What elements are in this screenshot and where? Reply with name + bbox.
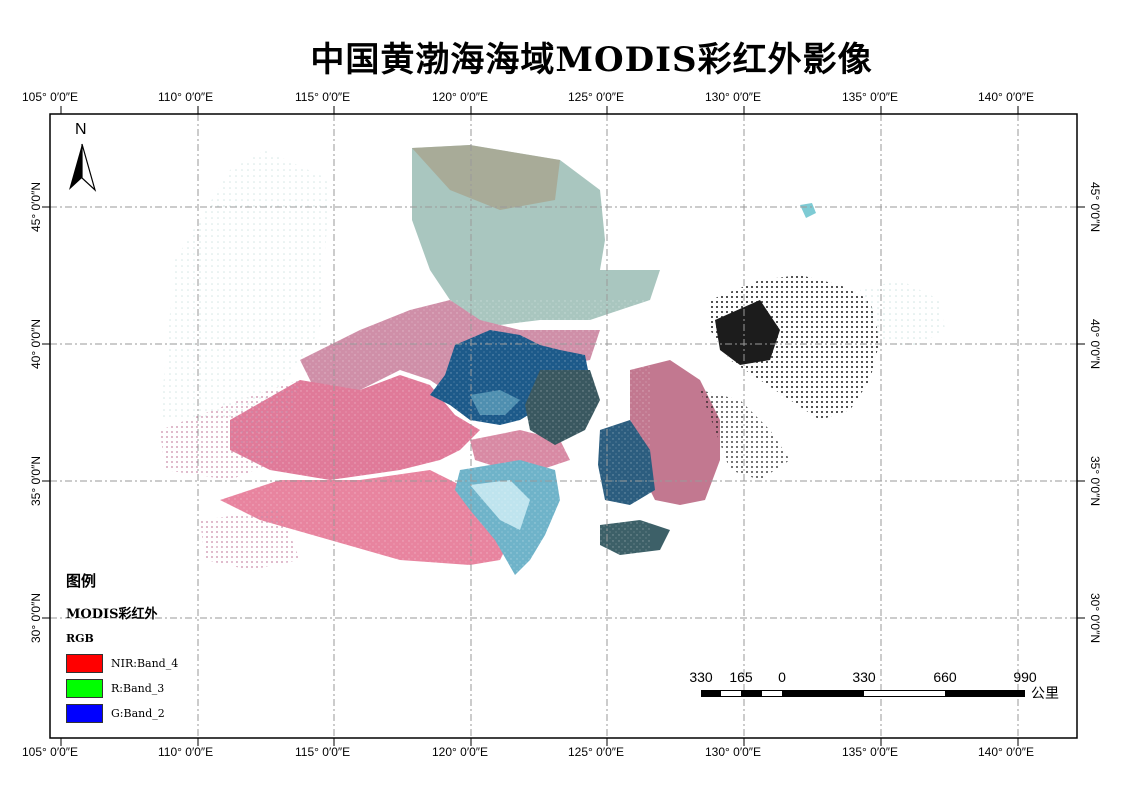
legend-item-label: R:Band_3 bbox=[111, 682, 165, 695]
land-north-gray-2 bbox=[412, 145, 560, 210]
lon-label-bottom: 125° 0′0″E bbox=[568, 745, 625, 759]
legend-layer-name: MODIS彩红外 bbox=[66, 607, 158, 622]
lon-label-top: 115° 0′0″E bbox=[295, 90, 351, 104]
legend-title: 图例 bbox=[66, 572, 97, 590]
lon-label-bottom: 135° 0′0″E bbox=[842, 745, 899, 759]
scale-label: 330 bbox=[852, 669, 876, 685]
legend-swatch-green bbox=[66, 679, 103, 698]
lon-label-bottom: 115° 0′0″E bbox=[295, 745, 351, 759]
legend-item-r: R:Band_3 bbox=[66, 676, 178, 701]
tick-marks bbox=[42, 106, 1085, 746]
scale-unit: 公里 bbox=[1031, 685, 1059, 701]
lon-label-top: 120° 0′0″E bbox=[432, 90, 489, 104]
graticule bbox=[50, 114, 1077, 738]
scale-bar bbox=[701, 690, 1025, 697]
scale-label: 990 bbox=[1013, 669, 1037, 685]
lon-label-top: 125° 0′0″E bbox=[568, 90, 625, 104]
map-title: 中国黄渤海海域MODIS彩红外影像 bbox=[310, 40, 873, 80]
north-arrow-icon bbox=[69, 143, 97, 192]
scale-label: 0 bbox=[778, 669, 786, 685]
lon-label-top: 135° 0′0″E bbox=[842, 90, 899, 104]
map-frame bbox=[49, 113, 1078, 739]
lon-label-bottom: 130° 0′0″E bbox=[705, 745, 762, 759]
lon-label-bottom: 120° 0′0″E bbox=[432, 745, 489, 759]
lon-label-top: 140° 0′0″E bbox=[978, 90, 1035, 104]
legend-item-label: G:Band_2 bbox=[111, 707, 165, 720]
lon-label-top: 105° 0′0″E bbox=[22, 90, 79, 104]
land-korea bbox=[630, 360, 720, 505]
legend: 图例 MODIS彩红外 RGB NIR:Band_4 R:Band_3 G:Ba… bbox=[66, 570, 178, 726]
satellite-imagery bbox=[160, 145, 945, 600]
lon-label-bottom: 110° 0′0″E bbox=[158, 745, 214, 759]
legend-item-label: NIR:Band_4 bbox=[111, 657, 179, 670]
lon-label-bottom: 105° 0′0″E bbox=[22, 745, 79, 759]
legend-swatch-blue bbox=[66, 704, 103, 723]
legend-item-g: G:Band_2 bbox=[66, 701, 178, 726]
land-korea-east-dark bbox=[700, 390, 790, 480]
legend-swatch-red bbox=[66, 654, 103, 673]
lon-label-top: 130° 0′0″E bbox=[705, 90, 762, 104]
scale-label: 165 bbox=[729, 669, 753, 685]
legend-item-nir: NIR:Band_4 bbox=[66, 651, 178, 676]
land-northeast-solid bbox=[715, 300, 780, 365]
legend-rgb-label: RGB bbox=[66, 632, 94, 645]
island-sakhalin bbox=[800, 203, 816, 218]
scale-label: 330 bbox=[689, 669, 713, 685]
lon-label-bottom: 140° 0′0″E bbox=[978, 745, 1035, 759]
scale-label: 660 bbox=[933, 669, 957, 685]
north-arrow-label: N bbox=[75, 121, 87, 138]
lon-label-top: 110° 0′0″E bbox=[158, 90, 214, 104]
